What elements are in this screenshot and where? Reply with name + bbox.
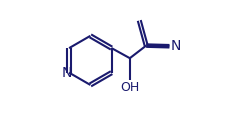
Text: OH: OH [120, 81, 140, 94]
Text: N: N [171, 39, 181, 53]
Text: N: N [62, 66, 72, 80]
